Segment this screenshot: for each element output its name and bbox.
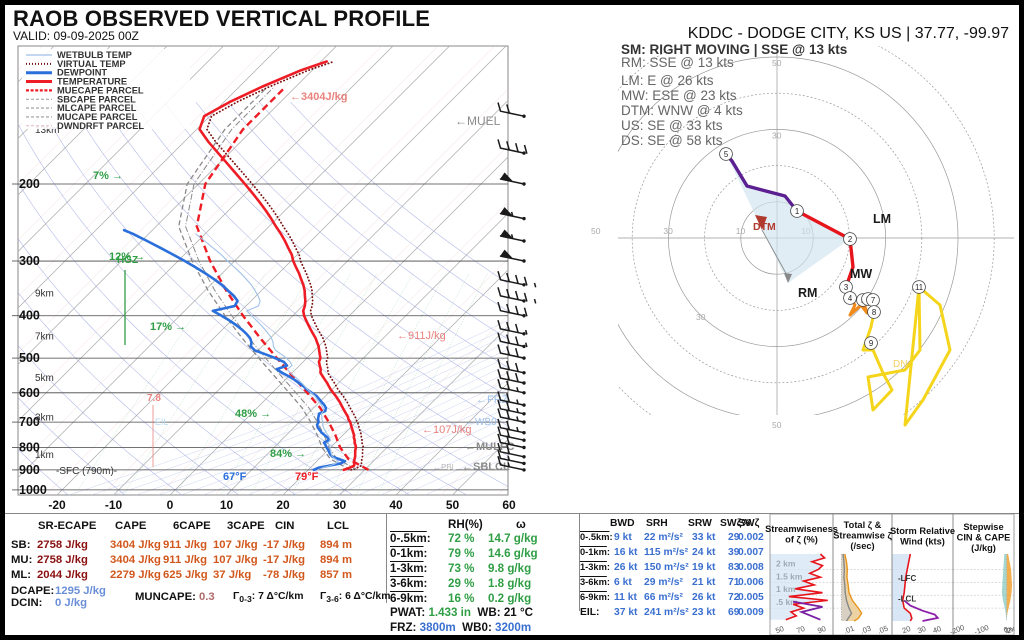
svg-text:-100: -100 (973, 623, 990, 635)
svg-text:Total ζ &: Total ζ & (844, 520, 882, 530)
svg-text:Stepwise: Stepwise (963, 522, 1003, 532)
svg-text:.03: .03 (859, 624, 872, 635)
svg-text:Streamwise ζ: Streamwise ζ (833, 531, 892, 541)
svg-text:Wind (kts): Wind (kts) (900, 537, 945, 547)
svg-text:.01: .01 (843, 624, 856, 635)
svg-text:20: 20 (901, 624, 912, 635)
svg-text:.05: .05 (876, 624, 889, 635)
svg-text:30: 30 (916, 624, 927, 635)
svg-text:-LFC: -LFC (898, 574, 916, 583)
svg-text:2x: 2x (1005, 624, 1016, 635)
svg-text:of ζ (%): of ζ (%) (785, 535, 818, 545)
svg-text:70: 70 (795, 624, 806, 635)
svg-text:90: 90 (816, 624, 827, 635)
svg-text:Storm Relative: Storm Relative (890, 526, 955, 536)
svg-text:(/sec): (/sec) (850, 541, 874, 551)
svg-text:Streamwiseness: Streamwiseness (765, 524, 838, 534)
svg-text:CIN & CAPE: CIN & CAPE (957, 533, 1011, 543)
svg-text:-200: -200 (948, 623, 965, 635)
svg-text:(J/kg): (J/kg) (971, 543, 996, 553)
svg-text:40: 40 (931, 624, 942, 635)
svg-text:-LCL: -LCL (898, 595, 916, 604)
svg-text:50: 50 (774, 624, 785, 635)
